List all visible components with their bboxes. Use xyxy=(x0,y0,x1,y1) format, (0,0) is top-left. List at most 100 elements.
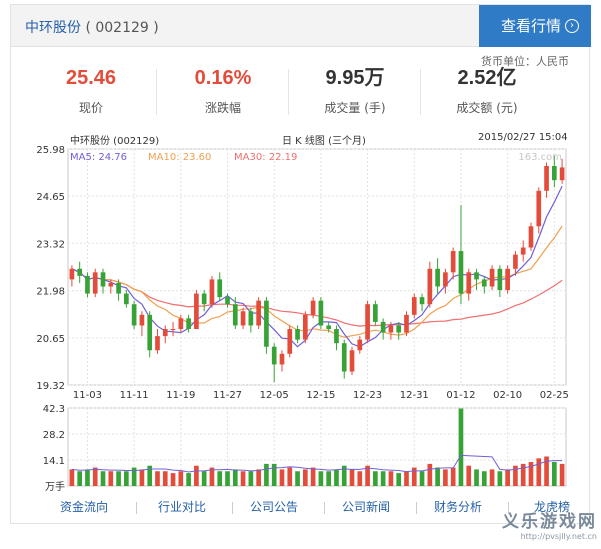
candle-body xyxy=(474,272,479,280)
nav-financial-analysis[interactable]: 财务分析 xyxy=(434,500,483,514)
stats-row: 25.46 现价 0.16% 涨跌幅 9.95万 成交量 (手) 2.52亿 成… xyxy=(11,65,591,125)
volume-bar xyxy=(513,465,518,486)
candle-body xyxy=(209,279,215,305)
watermark-url: http://pvsjlly.net.cn xyxy=(520,532,597,541)
ma10-line xyxy=(71,225,563,338)
candle-body xyxy=(217,279,223,298)
candle-body xyxy=(450,251,456,273)
volume-bar xyxy=(240,471,246,486)
volume-bar xyxy=(201,471,207,486)
volume-bar xyxy=(162,471,168,486)
stat-turnover-label: 成交额 (元) xyxy=(456,101,518,115)
volume-bar xyxy=(116,471,121,486)
date-tick-label: 02-10 xyxy=(493,390,522,401)
nav-divider xyxy=(508,502,509,514)
price-tick-label: 19.32 xyxy=(36,381,65,392)
volume-bar xyxy=(450,467,456,486)
volume-bar xyxy=(139,469,145,486)
candle-body xyxy=(559,167,565,181)
candle-body xyxy=(458,251,464,294)
candle-body xyxy=(427,268,433,305)
chart-datetime: 2015/02/27 15:04 xyxy=(478,132,568,143)
price-tick-label: 23.32 xyxy=(36,239,65,250)
candle-body xyxy=(170,329,176,331)
candle-body xyxy=(302,314,308,340)
currency-unit: 货币单位：人民币 xyxy=(481,55,569,68)
volume-bar xyxy=(489,469,495,486)
stock-name[interactable]: 中环股份 xyxy=(25,20,81,36)
candle-body xyxy=(551,166,557,181)
candle-body xyxy=(201,293,207,305)
candle-body xyxy=(365,304,370,340)
volume-bar xyxy=(69,469,75,486)
volume-bar xyxy=(427,463,433,486)
price-tick-label: 21.98 xyxy=(36,287,65,298)
candle-body xyxy=(248,311,254,326)
volume-bar xyxy=(124,471,129,486)
volume-bar xyxy=(279,469,285,486)
volume-bar xyxy=(349,469,355,486)
candle-body xyxy=(186,318,191,330)
candle-body xyxy=(225,297,230,305)
date-tick-label: 12-31 xyxy=(400,390,429,401)
volume-bar xyxy=(194,465,199,486)
candle-body xyxy=(318,300,324,326)
nav-fund-flow[interactable]: 资金流向 xyxy=(60,500,109,514)
candle-body xyxy=(513,254,518,269)
candle-body xyxy=(77,268,83,276)
ma10-legend: MA10: 23.60 xyxy=(148,152,211,163)
volume-bar xyxy=(341,465,347,486)
candle-body xyxy=(373,304,378,322)
volume-bar xyxy=(443,469,448,486)
candle-body xyxy=(341,343,347,372)
nav-divider xyxy=(232,502,233,514)
stock-code: ( 002129 ) xyxy=(85,20,159,36)
candle-body xyxy=(194,293,199,330)
volume-bar xyxy=(295,471,300,486)
date-tick-label: 12-05 xyxy=(260,390,289,401)
volume-bar xyxy=(77,471,83,486)
volume-bar xyxy=(108,471,114,486)
chevron-right-icon: › xyxy=(565,19,579,33)
volume-bar xyxy=(209,467,215,486)
candle-body xyxy=(279,353,285,365)
candle-body xyxy=(69,268,75,280)
volume-bar xyxy=(365,465,370,486)
volume-bar xyxy=(310,467,316,486)
candle-body xyxy=(466,272,472,294)
volume-bar xyxy=(170,473,176,486)
volume-bar xyxy=(396,473,402,486)
stat-volume: 9.95万 成交量 (手) xyxy=(289,65,421,116)
volume-ma-line xyxy=(71,454,563,473)
volume-bar xyxy=(520,463,526,486)
volume-bar xyxy=(302,469,308,486)
candle-body xyxy=(497,268,503,291)
volume-bar xyxy=(217,471,223,486)
candle-body xyxy=(349,350,355,372)
volume-unit-label: 万手 xyxy=(45,480,65,493)
stock-title[interactable]: 中环股份 ( 002129 ) xyxy=(25,17,159,37)
nav-industry-compare[interactable]: 行业对比 xyxy=(158,500,207,514)
volume-bar xyxy=(100,471,106,486)
stat-change-label: 涨跌幅 xyxy=(204,101,241,115)
nav-company-news[interactable]: 公司新闻 xyxy=(342,500,391,514)
stat-price-value: 25.46 xyxy=(65,67,117,89)
candle-body xyxy=(162,329,168,337)
volume-bar xyxy=(458,408,464,486)
price-tick-label: 20.65 xyxy=(36,334,65,345)
stat-turnover: 2.52亿 成交额 (元) xyxy=(421,65,553,116)
candle-body xyxy=(92,272,98,294)
nav-company-notices[interactable]: 公司公告 xyxy=(250,500,299,514)
volume-bar xyxy=(178,471,184,486)
candle-body xyxy=(489,268,495,287)
volume-bar xyxy=(85,469,90,486)
view-quote-button[interactable]: 查看行情 › xyxy=(479,5,591,47)
price-panel xyxy=(67,148,567,386)
volume-bar xyxy=(334,469,339,486)
bottom-nav: 资金流向 行业对比 公司公告 公司新闻 财务分析 龙虎榜 xyxy=(10,492,590,522)
volume-bar xyxy=(186,473,191,486)
volume-bar xyxy=(131,467,137,486)
nav-dragon-tiger-list[interactable]: 龙虎榜 xyxy=(534,500,571,514)
stat-divider xyxy=(288,69,289,115)
